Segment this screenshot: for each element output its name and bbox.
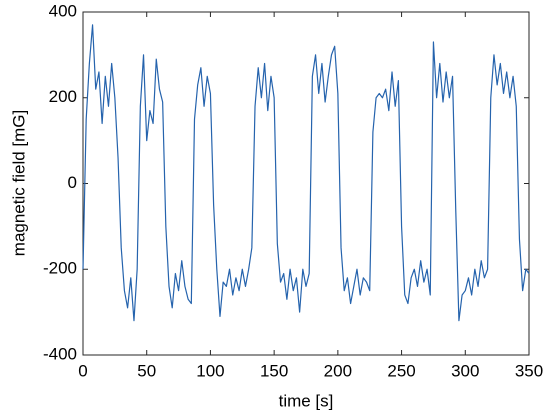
y-tick-label: -400 xyxy=(43,344,77,363)
y-tick-label: 200 xyxy=(49,87,77,106)
x-tick-label: 0 xyxy=(78,361,87,380)
x-tick-label: 100 xyxy=(196,361,224,380)
x-tick-label: 50 xyxy=(137,361,156,380)
plot-frame xyxy=(82,11,530,356)
x-tick-label: 350 xyxy=(515,361,543,380)
x-tick-label: 150 xyxy=(260,361,288,380)
y-tick-label: 400 xyxy=(49,1,77,20)
x-tick-label: 200 xyxy=(324,361,352,380)
y-tick-label: 0 xyxy=(68,173,77,192)
x-tick-label: 300 xyxy=(451,361,479,380)
y-axis-label: magnetic field [mG] xyxy=(9,110,28,256)
y-tick-label: -200 xyxy=(43,259,77,278)
x-axis-label: time [s] xyxy=(279,391,334,410)
data-line xyxy=(82,24,530,322)
x-tick-label: 250 xyxy=(387,361,415,380)
